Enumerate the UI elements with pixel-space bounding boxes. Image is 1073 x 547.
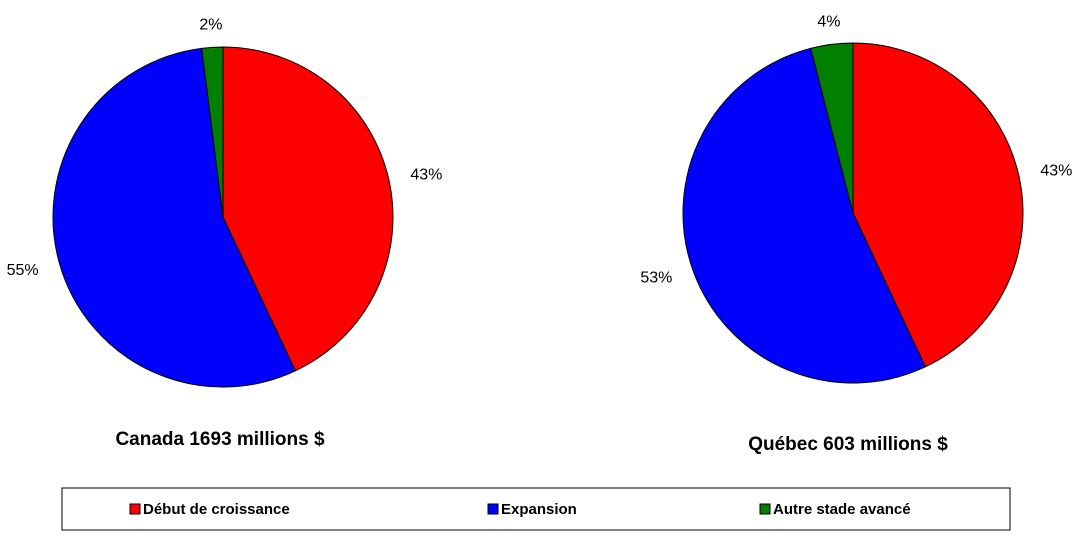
legend-swatch (129, 503, 141, 515)
data-label: 2% (199, 17, 222, 34)
data-label: 43% (1040, 162, 1072, 179)
legend-box (61, 487, 1011, 531)
data-label: 53% (640, 269, 672, 286)
legend-swatch (487, 503, 499, 515)
chart-title: Québec 603 millions $ (748, 434, 948, 455)
legend-label: Expansion (501, 501, 577, 518)
pie-slice (810, 42, 854, 214)
pie-slice (52, 47, 297, 388)
data-label: 43% (410, 166, 442, 183)
legend-label: Autre stade avancé (773, 501, 911, 518)
data-label: 4% (817, 14, 840, 31)
pie-slice (201, 46, 224, 218)
pie-slice (852, 42, 1024, 368)
pie-slice (222, 46, 394, 372)
legend-label: Début de croissance (143, 501, 290, 518)
chart-title: Canada 1693 millions $ (115, 429, 325, 450)
pie-slice (682, 47, 927, 384)
data-label: 55% (7, 262, 39, 279)
legend-swatch (759, 503, 771, 515)
